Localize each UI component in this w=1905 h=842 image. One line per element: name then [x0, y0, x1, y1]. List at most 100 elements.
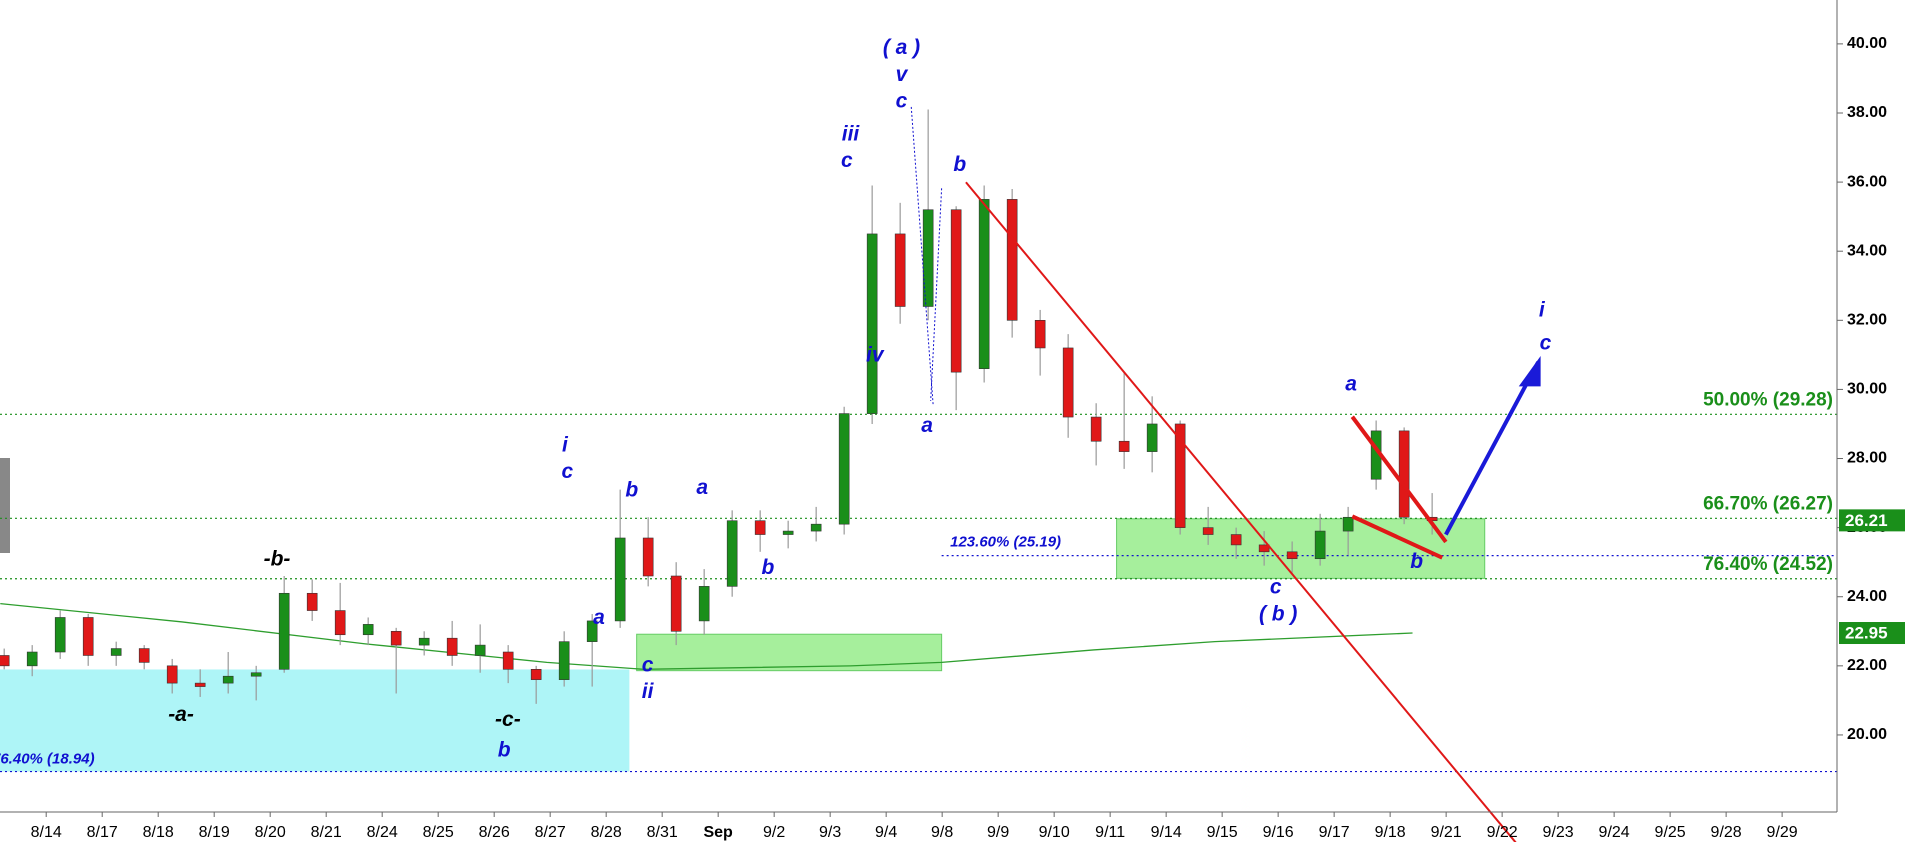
candle-body [334, 610, 346, 636]
fib-label: 66.70% (26.27) [1703, 493, 1833, 514]
x-tick-label: 9/9 [987, 824, 1009, 841]
wave-label: -a- [168, 703, 194, 726]
candle-body [922, 209, 934, 307]
target-zone [1116, 518, 1486, 579]
x-tick-label: 8/17 [87, 824, 118, 841]
candle-body [1006, 199, 1018, 321]
candle-body [782, 530, 794, 535]
candle-body [950, 209, 962, 373]
candle-body [306, 592, 318, 611]
candle-body [446, 637, 458, 656]
wave-label: c [841, 149, 853, 172]
support-zone [636, 633, 943, 672]
x-tick-label: 8/19 [199, 824, 230, 841]
wave-label: ii [642, 680, 655, 703]
y-tick-label: 20.00 [1847, 726, 1887, 743]
wave-label: ( a ) [883, 36, 920, 59]
wave-label: -b- [264, 548, 291, 571]
candle-body [614, 537, 626, 622]
candle-body [530, 668, 542, 680]
candle-body [1314, 530, 1326, 560]
x-tick-label: 9/4 [875, 824, 897, 841]
x-tick-label: 9/25 [1655, 824, 1686, 841]
candle-body [418, 637, 430, 646]
y-tick-label: 24.00 [1847, 588, 1887, 605]
candle-body [1398, 430, 1410, 518]
x-tick-label: 9/22 [1487, 824, 1518, 841]
wave-label: iii [842, 122, 861, 145]
x-tick-label: 8/28 [591, 824, 622, 841]
x-tick-label: 9/8 [931, 824, 953, 841]
candle-body [1286, 551, 1298, 560]
x-tick-label: 9/3 [819, 824, 841, 841]
wave-label: a [921, 414, 933, 437]
candle-body [558, 641, 570, 680]
wave-label: a [1345, 373, 1357, 396]
price-tag-label: 26.21 [1845, 511, 1888, 530]
wave-label: v [896, 63, 909, 86]
candle-body [1174, 423, 1186, 528]
x-tick-label: 8/25 [423, 824, 454, 841]
x-tick-label: 9/24 [1599, 824, 1630, 841]
price-tag-label: 22.95 [1845, 623, 1888, 642]
candle-body [1090, 416, 1102, 442]
y-tick-label: 34.00 [1847, 242, 1887, 259]
candle-body [894, 233, 906, 307]
wave-label: c [562, 460, 574, 483]
candle-body [362, 624, 374, 636]
y-tick-label: 38.00 [1847, 104, 1887, 121]
candle-body [222, 675, 234, 684]
fib-label: 76.40% (24.52) [1703, 554, 1833, 575]
x-tick-label: 9/14 [1151, 824, 1182, 841]
wedge-line [1350, 415, 1448, 544]
wave-label: c [1270, 576, 1282, 599]
candle-body [670, 575, 682, 632]
x-tick-label: 8/26 [479, 824, 510, 841]
fib-label: 123.60% (25.19) [950, 534, 1061, 551]
candle-body [586, 620, 598, 642]
candle-body [1034, 320, 1046, 349]
candle-body [1146, 423, 1158, 452]
x-tick-label: 8/31 [647, 824, 678, 841]
candle-body [838, 413, 850, 525]
price-tag [1839, 622, 1905, 645]
candle-body [698, 586, 710, 622]
candle-body [726, 520, 738, 587]
candle-body [754, 520, 766, 535]
fib-label: 76.40% (18.94) [0, 751, 95, 768]
wave-label: iv [866, 344, 885, 367]
candle-body [1118, 440, 1130, 452]
candle-body [138, 648, 150, 663]
wave-label: ( b ) [1259, 602, 1297, 625]
candle-body [82, 617, 94, 656]
candle-body [166, 665, 178, 684]
x-tick-label: 9/28 [1711, 824, 1742, 841]
x-tick-label: 8/24 [367, 824, 398, 841]
wedge-line [1351, 514, 1444, 560]
x-tick-label: 9/15 [1207, 824, 1238, 841]
candle-body [1230, 534, 1242, 546]
candle-body [54, 617, 66, 653]
y-tick-label: 32.00 [1847, 312, 1887, 329]
candle-body [0, 655, 10, 667]
wave-label: b [625, 478, 638, 501]
wave-label: i [1539, 299, 1546, 322]
wave-label: b [498, 738, 511, 761]
x-tick-label: 8/14 [31, 824, 62, 841]
wave-label: b [953, 153, 966, 176]
moving-average [0, 602, 1413, 670]
candle-body [194, 682, 206, 687]
projection-arrow [1444, 361, 1540, 536]
candle-body [26, 651, 38, 667]
candle-body [474, 644, 486, 656]
wave-label: i [562, 433, 569, 456]
candle-body [1342, 516, 1354, 532]
x-tick-label: 9/29 [1767, 824, 1798, 841]
x-tick-label: 8/18 [143, 824, 174, 841]
wave-label: b [761, 556, 774, 579]
x-tick-label: 9/23 [1543, 824, 1574, 841]
candle-body [810, 523, 822, 532]
candle-body [390, 630, 402, 646]
